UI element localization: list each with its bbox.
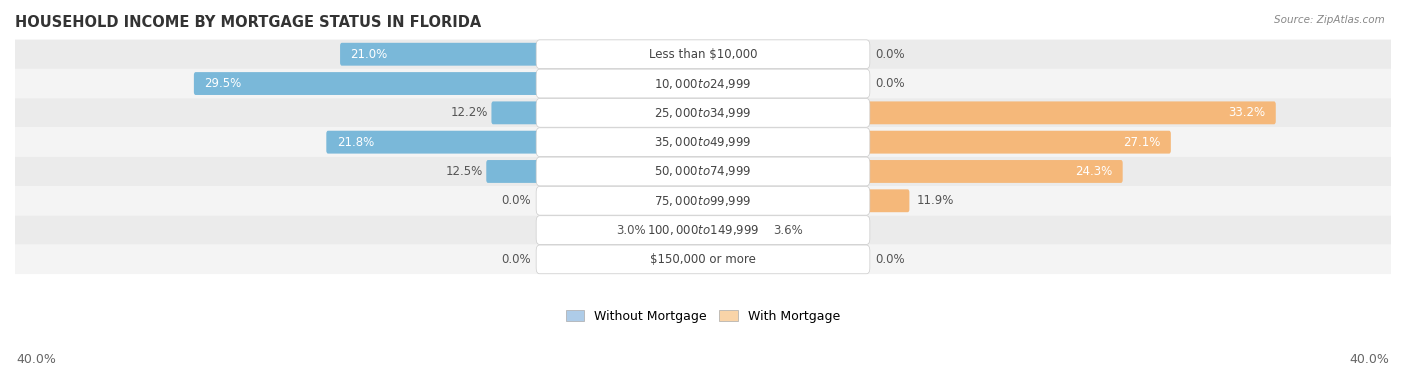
FancyBboxPatch shape [536,98,870,127]
Text: $150,000 or more: $150,000 or more [650,253,756,266]
Text: 3.6%: 3.6% [773,224,803,237]
Text: 40.0%: 40.0% [1350,353,1389,366]
FancyBboxPatch shape [13,98,1393,127]
FancyBboxPatch shape [326,131,541,153]
FancyBboxPatch shape [340,43,541,66]
Text: 3.0%: 3.0% [617,224,647,237]
Text: 27.1%: 27.1% [1123,136,1160,149]
Text: 29.5%: 29.5% [204,77,242,90]
FancyBboxPatch shape [536,69,870,98]
FancyBboxPatch shape [536,186,870,215]
Text: 0.0%: 0.0% [502,194,531,207]
FancyBboxPatch shape [13,69,1393,98]
FancyBboxPatch shape [865,101,1275,124]
FancyBboxPatch shape [486,160,541,183]
FancyBboxPatch shape [13,186,1393,215]
FancyBboxPatch shape [865,131,1171,153]
Text: 11.9%: 11.9% [917,194,953,207]
FancyBboxPatch shape [536,245,870,274]
Text: 12.5%: 12.5% [446,165,482,178]
Text: 21.8%: 21.8% [336,136,374,149]
Text: 21.0%: 21.0% [350,48,388,61]
Text: $100,000 to $149,999: $100,000 to $149,999 [647,223,759,237]
FancyBboxPatch shape [13,245,1393,274]
FancyBboxPatch shape [194,72,541,95]
Text: 0.0%: 0.0% [502,253,531,266]
Text: Source: ZipAtlas.com: Source: ZipAtlas.com [1274,15,1385,25]
Text: 12.2%: 12.2% [451,106,488,120]
Text: $50,000 to $74,999: $50,000 to $74,999 [654,164,752,178]
Text: HOUSEHOLD INCOME BY MORTGAGE STATUS IN FLORIDA: HOUSEHOLD INCOME BY MORTGAGE STATUS IN F… [15,15,481,30]
Legend: Without Mortgage, With Mortgage: Without Mortgage, With Mortgage [561,305,845,328]
Text: 24.3%: 24.3% [1076,165,1112,178]
FancyBboxPatch shape [536,40,870,69]
FancyBboxPatch shape [536,216,870,244]
FancyBboxPatch shape [865,160,1122,183]
FancyBboxPatch shape [13,40,1393,69]
Text: 0.0%: 0.0% [875,48,904,61]
Text: 40.0%: 40.0% [17,353,56,366]
FancyBboxPatch shape [536,157,870,186]
FancyBboxPatch shape [492,101,541,124]
Text: $25,000 to $34,999: $25,000 to $34,999 [654,106,752,120]
FancyBboxPatch shape [865,189,910,212]
Text: Less than $10,000: Less than $10,000 [648,48,758,61]
Text: 0.0%: 0.0% [875,77,904,90]
Text: $10,000 to $24,999: $10,000 to $24,999 [654,77,752,90]
FancyBboxPatch shape [13,157,1393,186]
FancyBboxPatch shape [13,127,1393,157]
FancyBboxPatch shape [536,128,870,156]
FancyBboxPatch shape [13,215,1393,245]
Text: $35,000 to $49,999: $35,000 to $49,999 [654,135,752,149]
Text: 0.0%: 0.0% [875,253,904,266]
Text: $75,000 to $99,999: $75,000 to $99,999 [654,194,752,208]
Text: 33.2%: 33.2% [1229,106,1265,120]
